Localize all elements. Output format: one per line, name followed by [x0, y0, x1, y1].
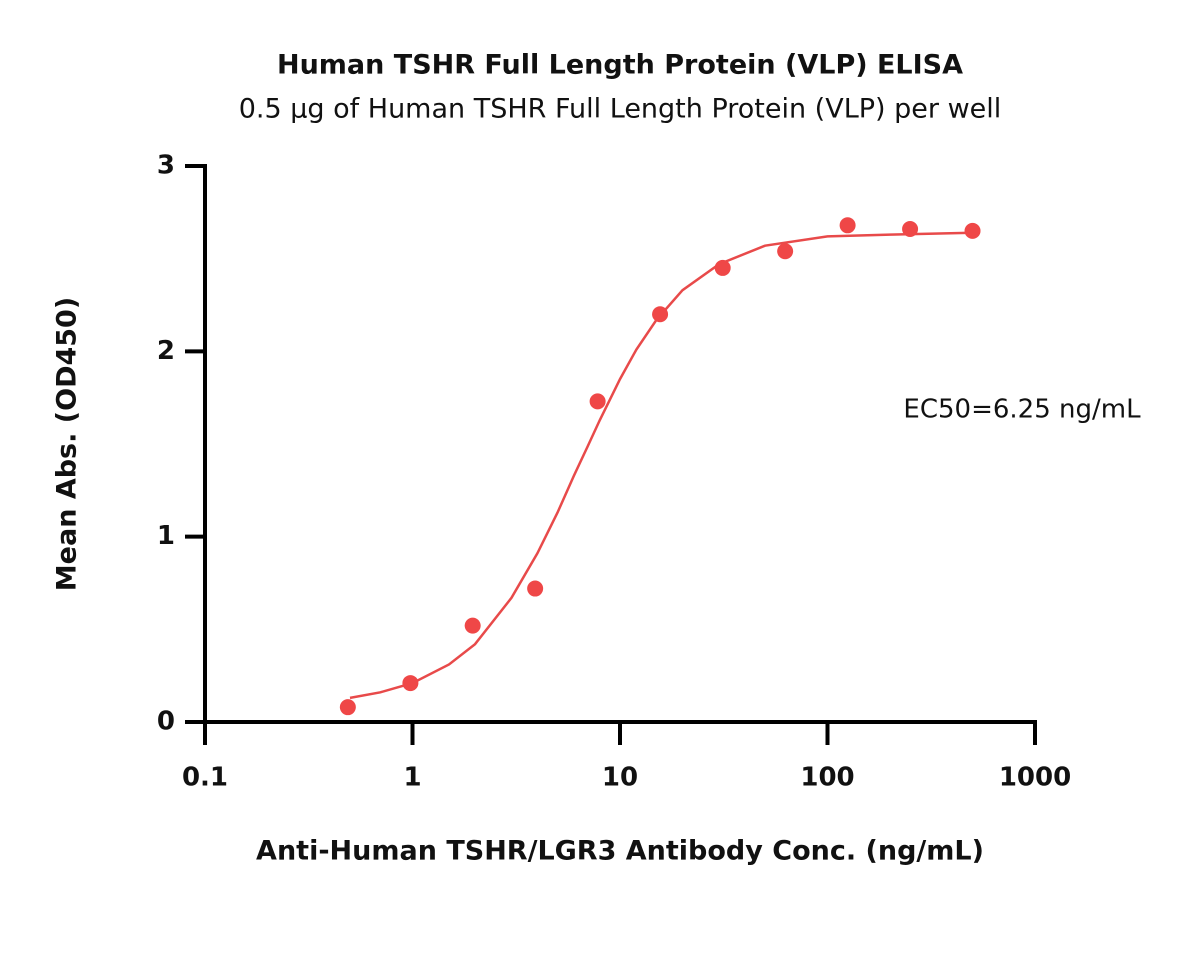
x-tick-label: 100	[800, 763, 854, 793]
data-point	[464, 617, 481, 634]
y-tick-label: 1	[157, 521, 175, 551]
data-point	[339, 699, 356, 716]
data-point	[402, 675, 419, 692]
x-axis-label: Anti-Human TSHR/LGR3 Antibody Conc. (ng/…	[256, 836, 984, 867]
y-tick-label: 0	[157, 707, 175, 737]
chart-title: Human TSHR Full Length Protein (VLP) ELI…	[277, 50, 963, 81]
data-point	[964, 222, 981, 239]
data-point	[839, 217, 856, 234]
fit-curve	[349, 231, 973, 700]
y-tick-label: 3	[157, 151, 175, 181]
x-tick-label: 1000	[999, 763, 1071, 793]
chart-subtitle: 0.5 µg of Human TSHR Full Length Protein…	[239, 94, 1002, 125]
data-point	[589, 393, 606, 410]
data-point	[777, 243, 794, 260]
data-point	[652, 306, 669, 323]
x-tick-label: 0.1	[182, 763, 228, 793]
x-tick-label: 10	[602, 763, 638, 793]
x-tick-label: 1	[403, 763, 421, 793]
y-axis-label: Mean Abs. (OD450)	[52, 297, 83, 591]
data-point	[527, 580, 544, 597]
data-point	[714, 259, 731, 276]
data-point	[902, 221, 919, 238]
annotation: EC50=6.25 ng/mL	[903, 395, 1141, 425]
y-tick-label: 2	[157, 336, 175, 366]
